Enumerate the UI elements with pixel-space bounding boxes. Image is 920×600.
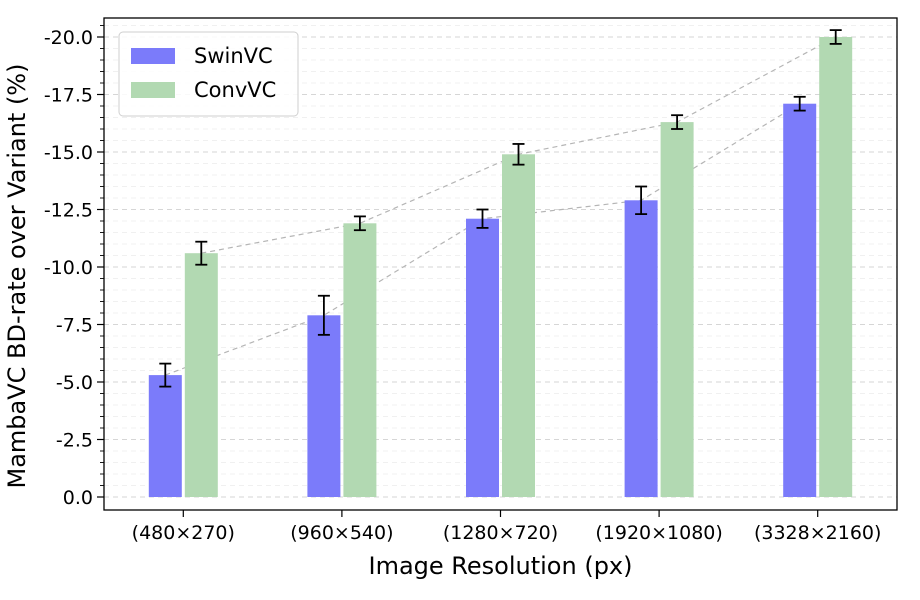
y-tick-label: 0.0	[63, 487, 93, 509]
error-bar-swinvc-4	[635, 185, 648, 216]
error-bar-convvc-3	[512, 143, 525, 166]
x-tick-label: (3328×2160)	[754, 522, 881, 544]
y-tick-label: -7.5	[56, 315, 93, 337]
bar-convvc-3	[502, 154, 535, 498]
bar-convvc-4	[660, 122, 694, 497]
x-tick-label: (1280×720)	[443, 522, 558, 544]
bar-convvc-5	[819, 37, 853, 497]
bar-swinvc-4	[624, 200, 658, 498]
bars	[148, 37, 853, 498]
legend-swatch-convvc	[131, 82, 175, 98]
legend-swatch-swinvc	[131, 48, 175, 64]
legend-label-swinvc: SwinVC	[194, 44, 273, 68]
grid-lines	[104, 25, 897, 498]
y-tick-label: -2.5	[56, 430, 93, 452]
y-tick-label: -17.5	[44, 85, 93, 107]
x-tick-label: (480×270)	[132, 522, 235, 544]
y-axis-title: MambaVC BD-rate over Variant (%)	[3, 64, 31, 489]
error-bars	[159, 29, 842, 388]
bar-swinvc-3	[466, 218, 499, 497]
x-axis-title: Image Resolution (px)	[369, 552, 633, 580]
legend-label-convvc: ConvVC	[194, 78, 276, 102]
bar-convvc-1	[184, 253, 218, 497]
bar-convvc-2	[343, 223, 377, 498]
error-bar-convvc-5	[829, 29, 842, 45]
bar-swinvc-2	[307, 315, 341, 497]
error-bar-convvc-1	[195, 240, 208, 266]
y-tick-label: -15.0	[44, 142, 93, 164]
error-bar-convvc-2	[353, 215, 366, 232]
error-bar-swinvc-1	[159, 362, 172, 388]
y-tick-label: -5.0	[56, 372, 93, 394]
x-tick-label: (960×540)	[290, 522, 393, 544]
y-tick-label: -20.0	[44, 27, 93, 49]
bar-swinvc-5	[783, 103, 817, 497]
legend: SwinVC ConvVC	[118, 31, 299, 117]
error-bar-swinvc-3	[476, 208, 489, 229]
error-bar-swinvc-5	[793, 95, 806, 112]
error-bar-swinvc-2	[317, 294, 330, 336]
bar-swinvc-1	[148, 375, 182, 497]
y-tick-label: -10.0	[44, 257, 93, 279]
axis-ticks: 0.0 -2.5 -5.0 -7.5 -10.0 -12.5 -15.0 -17.5 -20.0…	[44, 25, 881, 544]
x-tick-label: (1920×1080)	[595, 522, 722, 544]
error-bar-convvc-4	[671, 114, 684, 130]
y-tick-label: -12.5	[44, 200, 93, 222]
